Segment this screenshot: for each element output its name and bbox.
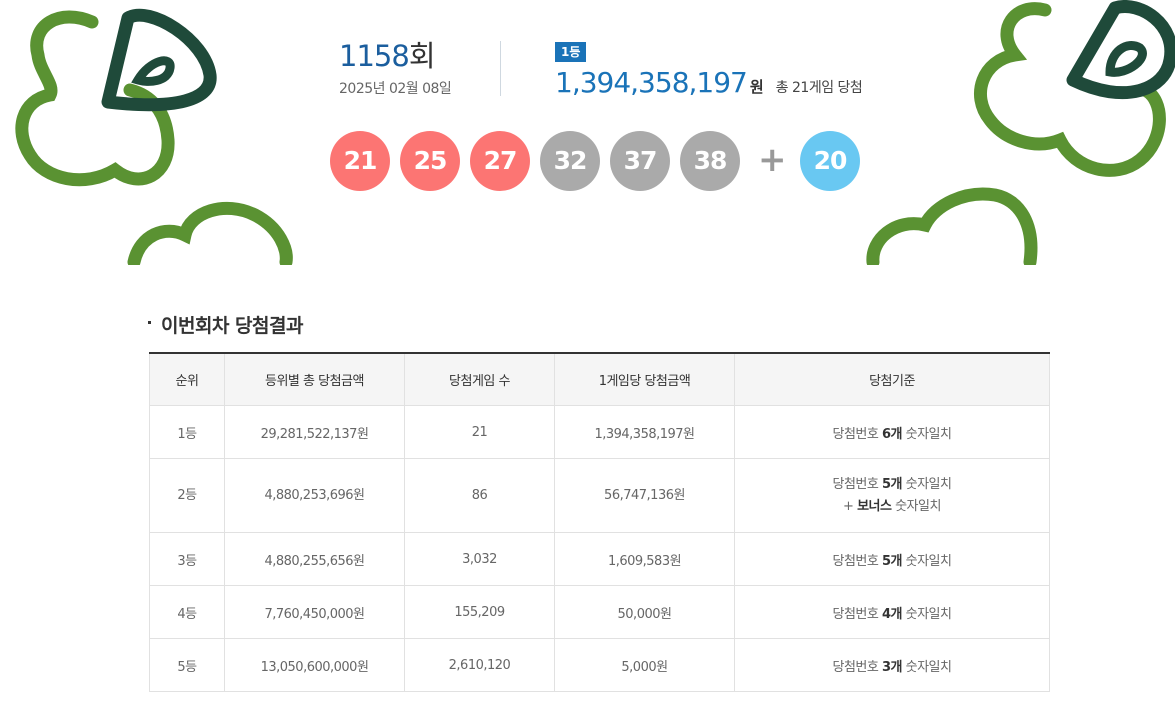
- table-row: 3등 4,880,255,656원 3,032 1,609,583원 당첨번호 …: [149, 532, 1050, 586]
- cell-games: 21: [404, 405, 555, 459]
- cell-games: 155,209: [404, 585, 555, 639]
- cell-criteria: 당첨번호 4개 숫자일치: [734, 585, 1050, 639]
- header-criteria: 당첨기준: [734, 352, 1050, 406]
- header-total: 등위별 총 당첨금액: [224, 352, 405, 406]
- cell-criteria: 당첨번호 5개 숫자일치 + 보너스 숫자일치: [734, 458, 1050, 533]
- results-table: 순위 등위별 총 당첨금액 당첨게임 수 1게임당 당첨금액 당첨기준 1등 2…: [149, 352, 1050, 692]
- first-prize-games: 총 21게임 당첨: [775, 80, 863, 96]
- cell-per-game: 56,747,136원: [554, 458, 735, 533]
- cell-games: 3,032: [404, 532, 555, 586]
- prize-unit: 원: [749, 78, 764, 96]
- cell-total: 4,880,253,696원: [224, 458, 405, 533]
- header-per-game: 1게임당 당첨금액: [554, 352, 735, 406]
- cell-games: 86: [404, 458, 555, 533]
- ball-1: 21: [330, 131, 390, 191]
- first-prize-amount: 1,394,358,197: [555, 66, 748, 99]
- table-row: 2등 4,880,253,696원 86 56,747,136원 당첨번호 5개…: [149, 458, 1050, 533]
- cell-rank: 3등: [149, 532, 225, 586]
- draw-date: 2025년 02월 08일: [339, 81, 452, 97]
- clover-left-decoration: [15, 8, 293, 265]
- cell-total: 4,880,255,656원: [224, 532, 405, 586]
- header-rank: 순위: [149, 352, 225, 406]
- ball-6: 38: [680, 131, 740, 191]
- cell-games: 2,610,120: [404, 638, 555, 692]
- plus-icon: +: [758, 140, 787, 180]
- round-number: 1158회: [339, 39, 435, 73]
- cell-criteria: 당첨번호 3개 숫자일치: [734, 638, 1050, 692]
- cell-per-game: 1,394,358,197원: [554, 405, 735, 459]
- cell-criteria: 당첨번호 5개 숫자일치: [734, 532, 1050, 586]
- bullet-icon: [148, 321, 151, 324]
- cell-total: 7,760,450,000원: [224, 585, 405, 639]
- cell-rank: 4등: [149, 585, 225, 639]
- cell-per-game: 1,609,583원: [554, 532, 735, 586]
- clover-right-decoration: [866, 0, 1175, 265]
- round-info: 1158회 2025년 02월 08일: [339, 39, 452, 98]
- ball-2: 25: [400, 131, 460, 191]
- cell-rank: 2등: [149, 458, 225, 533]
- ball-4: 32: [540, 131, 600, 191]
- cell-rank: 5등: [149, 638, 225, 692]
- table-row: 4등 7,760,450,000원 155,209 50,000원 당첨번호 4…: [149, 585, 1050, 639]
- cell-criteria: 당첨번호 6개 숫자일치: [734, 405, 1050, 459]
- header-divider: [500, 41, 501, 96]
- table-header-row: 순위 등위별 총 당첨금액 당첨게임 수 1게임당 당첨금액 당첨기준: [149, 352, 1050, 406]
- ball-3: 27: [470, 131, 530, 191]
- header-games: 당첨게임 수: [404, 352, 555, 406]
- first-rank-badge: 1등: [555, 42, 587, 62]
- table-row: 5등 13,050,600,000원 2,610,120 5,000원 당첨번호…: [149, 638, 1050, 692]
- cell-per-game: 5,000원: [554, 638, 735, 692]
- bonus-ball: 20: [800, 131, 860, 191]
- cell-total: 29,281,522,137원: [224, 405, 405, 459]
- first-prize-info: 1등 1,394,358,197 원 총 21게임 당첨: [555, 41, 863, 99]
- section-title: 이번회차 당첨결과: [148, 311, 303, 338]
- table-row: 1등 29,281,522,137원 21 1,394,358,197원 당첨번…: [149, 405, 1050, 459]
- ball-5: 37: [610, 131, 670, 191]
- cell-total: 13,050,600,000원: [224, 638, 405, 692]
- cell-per-game: 50,000원: [554, 585, 735, 639]
- cell-rank: 1등: [149, 405, 225, 459]
